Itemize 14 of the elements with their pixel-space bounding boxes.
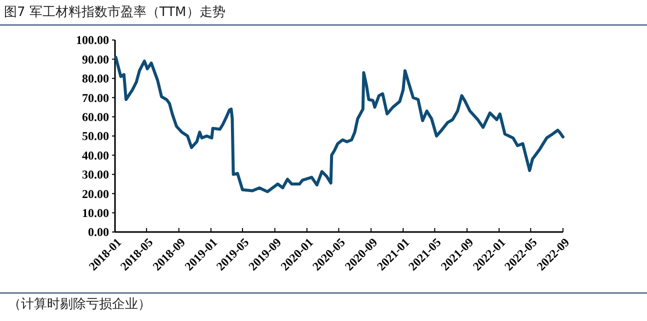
y-tick-label: 60.00 (82, 110, 109, 124)
y-tick-label: 0.00 (88, 225, 109, 240)
line-series (114, 56, 564, 194)
y-tick-label: 90.00 (82, 52, 109, 66)
chart-title: 图7 军工材料指数市盈率（TTM）走势 (4, 4, 226, 20)
y-tick-label: 10.00 (82, 206, 109, 220)
y-tick-label: 30.00 (82, 168, 109, 182)
y-tick-label: 50.00 (82, 129, 109, 144)
y-tick-label: 70.00 (82, 90, 109, 105)
text: （计算时剔除亏损企业） (8, 297, 151, 312)
y-tick-label: 20.00 (82, 186, 109, 201)
y-tick-label: 100.00 (76, 33, 109, 48)
y-tick-label: 80.00 (82, 72, 109, 86)
y-tick-label: 40.00 (82, 148, 109, 162)
